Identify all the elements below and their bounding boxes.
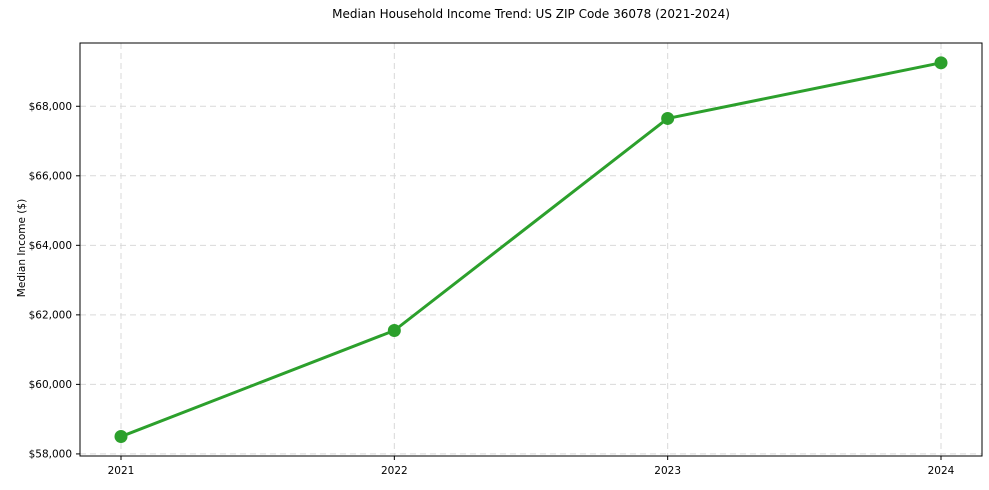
y-tick-label: $64,000 [29, 240, 72, 252]
data-line [119, 61, 943, 439]
plot-border [79, 42, 983, 457]
y-tick-label: $62,000 [29, 309, 72, 321]
data-point-marker [934, 56, 948, 70]
x-tick-label: 2022 [381, 465, 408, 477]
x-tick-label: 2023 [654, 465, 681, 477]
chart-title: Median Household Income Trend: US ZIP Co… [332, 7, 730, 21]
data-point-marker [661, 111, 675, 125]
x-tick-label: 2021 [108, 465, 135, 477]
y-tick-label: $58,000 [29, 448, 72, 460]
data-point-marker [387, 324, 401, 338]
y-tick-label: $66,000 [29, 170, 72, 182]
y-tick-label: $60,000 [29, 379, 72, 391]
x-tick-label: 2024 [928, 465, 955, 477]
y-tick-label: $68,000 [29, 101, 72, 113]
data-point-marker [114, 430, 128, 444]
